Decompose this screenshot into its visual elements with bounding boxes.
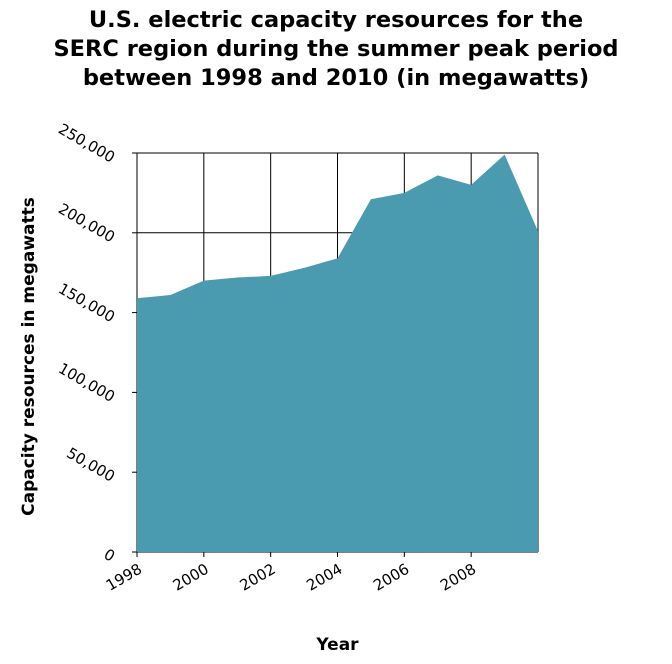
x-tick-label: 2006	[370, 560, 412, 595]
y-tick-label: 50,000	[64, 444, 118, 486]
x-tick-label: 2000	[170, 560, 212, 595]
chart-title-line-3: between 1998 and 2010 (in megawatts)	[82, 65, 590, 91]
y-tick-label: 100,000	[55, 359, 118, 406]
chart-title-line-1: U.S. electric capacity resources for the	[88, 7, 584, 33]
y-tick-label: 150,000	[55, 279, 118, 326]
y-tick-label: 200,000	[55, 200, 118, 247]
x-axis: 1998 2000 2002 2004 2006 2008	[103, 552, 479, 595]
x-tick-label: 2004	[303, 560, 345, 595]
area-fill	[137, 154, 538, 552]
area-series	[137, 154, 538, 552]
x-tick-label: 2008	[437, 560, 479, 595]
x-tick-label: 1998	[103, 560, 145, 595]
y-tick-label: 0	[101, 545, 118, 565]
chart-title-line-2: SERC region during the summer peak perio…	[53, 36, 619, 62]
y-axis: 0 50,000 100,000 150,000 200,000 250,000	[55, 120, 137, 565]
x-tick-label: 2002	[237, 560, 279, 595]
y-tick-label: 250,000	[55, 120, 118, 167]
y-axis-title: Capacity resources in megawatts	[19, 197, 39, 516]
x-axis-title: Year	[315, 635, 359, 655]
chart-title: U.S. electric capacity resources for the…	[0, 6, 672, 93]
